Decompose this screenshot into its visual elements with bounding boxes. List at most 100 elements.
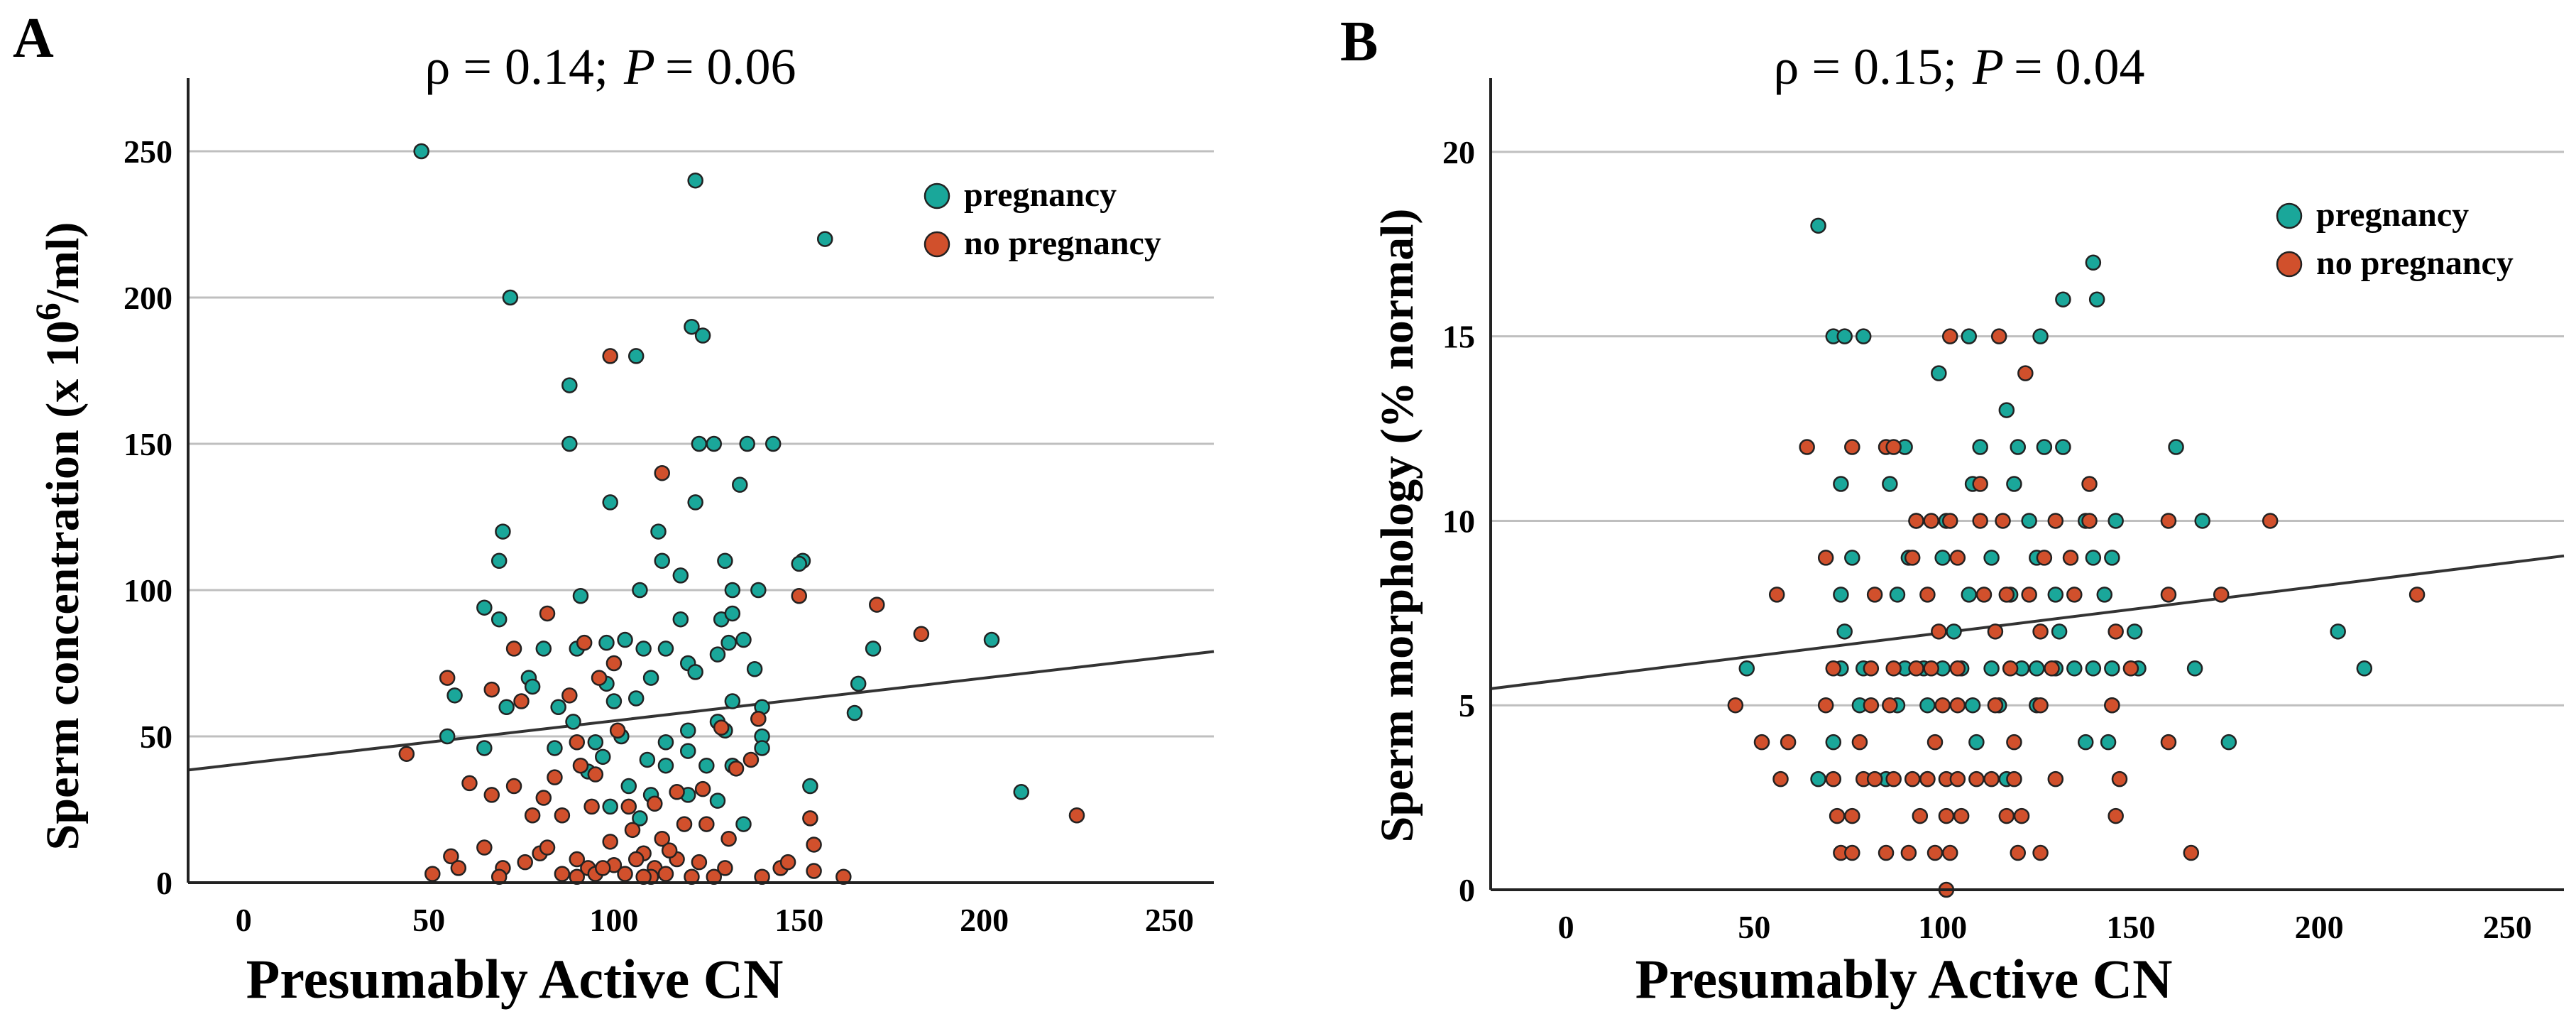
point-no-pregnancy (461, 775, 478, 792)
point-no-pregnancy (2032, 623, 2049, 640)
panel-b-label: B (1340, 11, 1378, 73)
x-tick-label: 250 (2483, 909, 2532, 945)
point-no-pregnancy (1825, 770, 1842, 788)
point-no-pregnancy (2062, 550, 2079, 566)
point-no-pregnancy (1972, 476, 1988, 492)
panel-b-y-axis-label: Sperm morphology (% normal) (1371, 209, 1423, 843)
point-pregnancy (750, 582, 767, 599)
point-no-pregnancy (806, 837, 822, 853)
point-no-pregnancy (2013, 807, 2030, 824)
point-no-pregnancy (2010, 844, 2026, 861)
point-no-pregnancy (1727, 697, 1744, 714)
point-no-pregnancy (1882, 697, 1898, 714)
point-no-pregnancy (1953, 807, 1970, 824)
point-no-pregnancy (717, 860, 733, 876)
point-no-pregnancy (1904, 770, 1921, 788)
point-no-pregnancy (1885, 770, 1902, 788)
point-pregnancy (1889, 587, 1906, 603)
point-pregnancy (2100, 734, 2117, 751)
point-pregnancy (732, 476, 748, 493)
point-no-pregnancy (2111, 770, 2128, 788)
point-pregnancy (2126, 623, 2143, 640)
point-no-pregnancy (602, 348, 618, 364)
point-no-pregnancy (2160, 734, 2177, 751)
point-pregnancy (1836, 328, 1853, 344)
point-no-pregnancy (513, 693, 530, 709)
point-pregnancy (1825, 734, 1842, 751)
point-no-pregnancy (505, 778, 522, 795)
point-pregnancy (1968, 734, 1985, 751)
point-no-pregnancy (1844, 807, 1860, 824)
point-pregnancy (1983, 550, 2000, 566)
point-no-pregnancy (728, 761, 745, 777)
panel-b-legend: pregnancy no pregnancy (2276, 196, 2514, 282)
point-no-pregnancy (1866, 770, 1883, 788)
point-no-pregnancy (1941, 513, 1958, 529)
point-no-pregnancy (1987, 623, 2004, 640)
point-no-pregnancy (1941, 328, 1958, 344)
point-pregnancy (1855, 328, 1872, 344)
x-tick-label: 50 (1738, 909, 1770, 945)
point-pregnancy (2085, 254, 2102, 271)
point-no-pregnancy (698, 816, 715, 832)
point-pregnancy (565, 714, 581, 730)
point-no-pregnancy (913, 626, 930, 643)
point-no-pregnancy (869, 596, 885, 613)
point-pregnancy (739, 435, 755, 452)
point-pregnancy (2194, 513, 2210, 529)
point-pregnancy (642, 670, 659, 686)
point-pregnancy (650, 523, 667, 540)
point-no-pregnancy (539, 605, 556, 622)
point-pregnancy (791, 555, 807, 572)
point-no-pregnancy (2262, 513, 2279, 529)
panel-a-y-axis-label: Sperm concentration (x 106/ml) (28, 222, 89, 851)
point-pregnancy (1013, 784, 1029, 800)
point-pregnancy (735, 631, 752, 648)
point-pregnancy (1931, 365, 1947, 381)
point-pregnancy (802, 778, 818, 795)
point-pregnancy (1983, 660, 2000, 677)
point-pregnancy (561, 377, 578, 393)
point-pregnancy (502, 289, 519, 306)
y-tick-label: 0 (1459, 872, 1475, 908)
point-pregnancy (657, 641, 674, 657)
point-pregnancy (1810, 217, 1826, 234)
point-no-pregnancy (1829, 807, 1846, 824)
point-no-pregnancy (1923, 660, 1939, 677)
point-no-pregnancy (583, 798, 600, 815)
point-pregnancy (846, 704, 863, 721)
point-pregnancy (2356, 660, 2373, 677)
point-no-pregnancy (1900, 844, 1917, 861)
panel-a-y-label-sup: 6 (28, 303, 67, 320)
point-no-pregnancy (609, 722, 626, 739)
point-no-pregnancy (2036, 550, 2053, 566)
point-pregnancy (709, 792, 726, 809)
point-pregnancy (720, 634, 737, 651)
point-no-pregnancy (439, 670, 456, 686)
point-no-pregnancy (2183, 844, 2200, 861)
point-pregnancy (1946, 623, 1962, 640)
point-pregnancy (654, 552, 670, 570)
point-no-pregnancy (1923, 513, 1939, 529)
x-tick-label: 200 (2295, 909, 2344, 945)
y-tick-label: 20 (1442, 134, 1475, 170)
point-pregnancy (717, 552, 733, 570)
panel-b-y-label-main: Sperm morphology (% normal) (1371, 209, 1423, 843)
point-no-pregnancy (483, 787, 500, 803)
point-no-pregnancy (476, 839, 493, 856)
y-tick-label: 10 (1442, 503, 1475, 539)
point-pregnancy (2055, 291, 2071, 307)
panel-b-fit-layer (1490, 554, 2565, 690)
point-pregnancy (635, 641, 652, 657)
panel-a-title-p-label: P (623, 38, 655, 95)
point-pregnancy (490, 611, 508, 628)
point-no-pregnancy (1753, 734, 1770, 751)
point-no-pregnancy (2081, 513, 2098, 529)
point-pregnancy (495, 523, 511, 540)
panel-a-label: A (13, 7, 54, 70)
point-no-pregnancy (450, 860, 467, 876)
panel-b-axes (1489, 78, 2564, 891)
point-no-pregnancy (2081, 476, 2098, 492)
panel-a-y-label-unit: /ml) (37, 222, 89, 304)
